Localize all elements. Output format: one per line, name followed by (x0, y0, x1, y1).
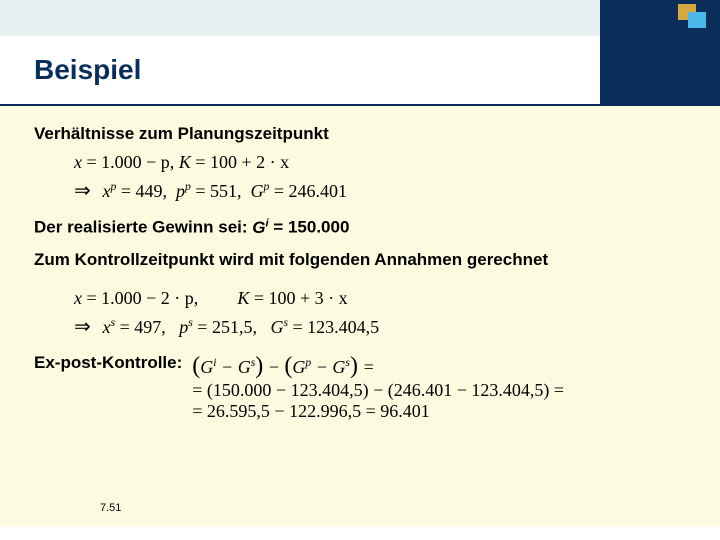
content-area: Verhältnisse zum Planungszeitpunkt x = 1… (0, 106, 720, 526)
brand-panel (600, 0, 720, 108)
eq3b: ⇒ xs = 497, ps = 251,5, Gs = 123.404,5 (74, 313, 690, 341)
expost-math: (Gi − Gs) − (Gp − Gs) = = (150.000 − 123… (192, 353, 564, 422)
eq1a: x = 1.000 − p, K = 100 + 2 · x (74, 150, 690, 175)
expost-row: Ex-post-Kontrolle: (Gi − Gs) − (Gp − Gs)… (34, 353, 690, 422)
section2-line: Der realisierte Gewinn sei: Gi = 150.000 (34, 217, 690, 238)
eq3a: x = 1.000 − 2 · p, K = 100 + 3 · x (74, 286, 690, 311)
section1-heading: Verhältnisse zum Planungszeitpunkt (34, 124, 690, 144)
page-number: 7.51 (100, 502, 121, 514)
section4-label: Ex-post-Kontrolle: (34, 353, 182, 373)
eq1b: ⇒ xp = 449, pp = 551, Gp = 246.401 (74, 177, 690, 205)
brand-logo (678, 4, 714, 34)
section3-heading: Zum Kontrollzeitpunkt wird mit folgenden… (34, 250, 690, 270)
